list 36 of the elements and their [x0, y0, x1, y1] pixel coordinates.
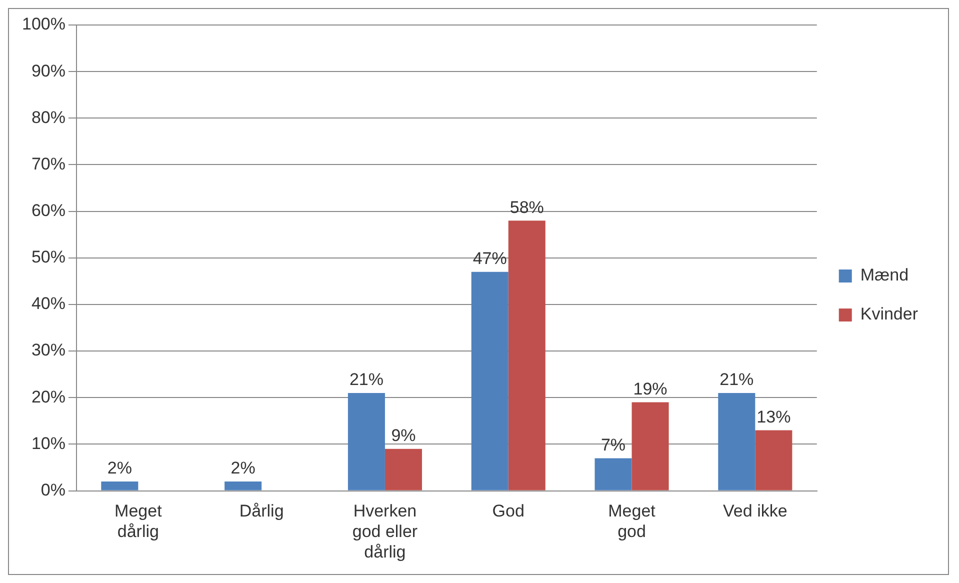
y-tick-label: 10%: [31, 434, 66, 453]
x-tick-label: Meget dårlig: [114, 502, 162, 542]
y-tick-label: 70%: [31, 154, 66, 174]
bar: [384, 448, 422, 490]
x-tick-label: Meget god: [608, 502, 656, 542]
y-tick-label: 100%: [22, 14, 66, 34]
bar: [632, 402, 669, 490]
bar: [101, 481, 138, 490]
data-label: 2%: [230, 458, 256, 478]
bar: [594, 458, 632, 490]
bar: [718, 392, 756, 490]
y-tick-label: 40%: [31, 294, 66, 314]
x-tick-label: Hverken god eller dårlig: [352, 502, 418, 562]
y-tick-label: 90%: [31, 61, 66, 80]
y-tick-label: 80%: [31, 108, 66, 127]
y-tick-label: 60%: [31, 201, 66, 220]
legend-label: Kvinder: [860, 304, 918, 324]
legend-label: Mænd: [860, 266, 909, 285]
bar: [471, 272, 508, 490]
x-tick-label: Dårlig: [239, 502, 284, 521]
bar: [224, 481, 262, 490]
x-tick-label: God: [492, 502, 524, 521]
data-label: 21%: [349, 370, 384, 390]
data-label: 21%: [720, 370, 754, 390]
data-label: 9%: [391, 426, 416, 446]
bar: [755, 430, 792, 490]
data-label: 2%: [107, 458, 132, 478]
data-label: 19%: [633, 379, 668, 398]
y-tick-label: 20%: [31, 387, 66, 406]
bar: [508, 220, 546, 490]
y-tick-label: 0%: [40, 480, 66, 500]
data-label: 13%: [756, 407, 791, 426]
x-tick-label: Ved ikke: [723, 502, 788, 521]
y-tick-label: 30%: [31, 340, 66, 360]
bar: [348, 392, 385, 490]
y-tick-label: 50%: [31, 248, 66, 267]
